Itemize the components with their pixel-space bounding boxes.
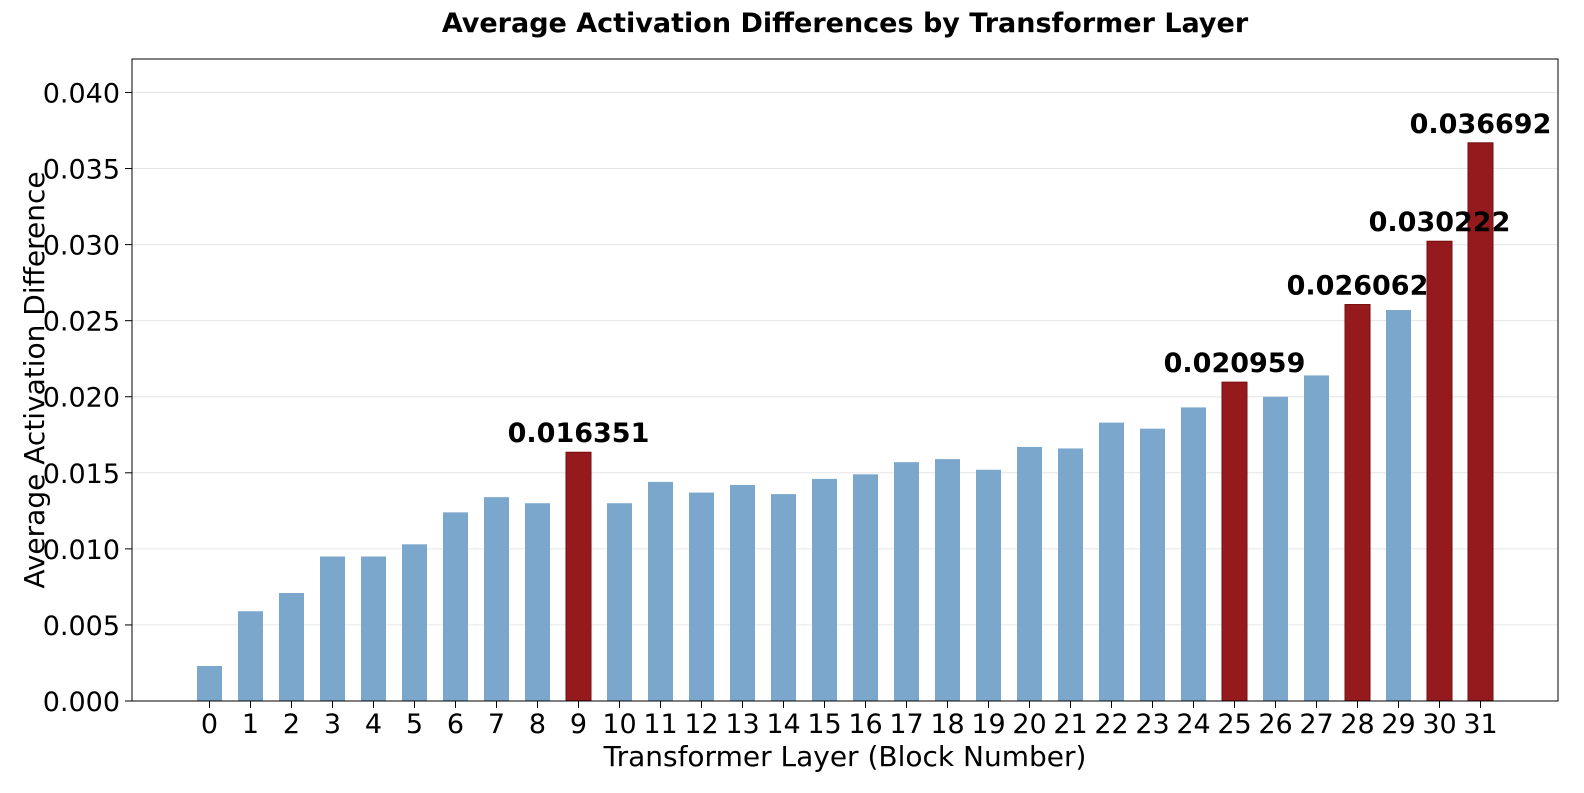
x-tick-label: 26 (1258, 709, 1292, 740)
x-tick-label: 6 (447, 709, 464, 740)
x-tick-label: 14 (766, 709, 800, 740)
x-tick-label: 2 (283, 709, 300, 740)
x-tick-label: 25 (1217, 709, 1251, 740)
data-label: 0.016351 (508, 418, 650, 449)
bar (853, 474, 878, 701)
x-tick-label: 28 (1340, 709, 1374, 740)
bar (484, 497, 509, 701)
data-label: 0.030222 (1369, 207, 1511, 238)
bar (730, 484, 755, 701)
x-axis-label: Transformer Layer (Block Number) (603, 740, 1087, 773)
y-tick-label: 0.000 (43, 687, 120, 718)
bar-highlighted (1467, 142, 1494, 702)
bar-highlighted (1344, 304, 1371, 702)
bar (812, 478, 837, 701)
data-label: 0.026062 (1287, 271, 1429, 302)
chart-title: Average Activation Differences by Transf… (442, 8, 1249, 39)
x-tick-label: 4 (365, 709, 382, 740)
bar (525, 503, 550, 701)
x-tick-label: 8 (529, 709, 546, 740)
x-tick-label: 12 (684, 709, 718, 740)
bar (1058, 448, 1083, 701)
bar (402, 544, 427, 701)
x-tick-label: 24 (1176, 709, 1210, 740)
x-tick-label: 17 (889, 709, 923, 740)
bar (689, 492, 714, 701)
plot-frame (131, 58, 1559, 702)
bar (1099, 422, 1124, 701)
x-tick-label: 27 (1299, 709, 1333, 740)
x-tick-label: 1 (242, 709, 259, 740)
x-tick-label: 20 (1012, 709, 1046, 740)
x-tick-label: 30 (1422, 709, 1456, 740)
bar (197, 666, 222, 701)
x-tick-label: 23 (1135, 709, 1169, 740)
bar (976, 469, 1001, 701)
bar (1386, 310, 1411, 701)
x-tick-label: 10 (602, 709, 636, 740)
x-tick-label: 13 (725, 709, 759, 740)
x-tick-label: 11 (643, 709, 677, 740)
y-tick-label: 0.015 (43, 459, 120, 490)
data-label: 0.036692 (1410, 109, 1552, 140)
x-axis: 0 1 2 3 4 5 6 7 8 9 10 11 12 13 14 15 16 17 18 19 20 21 22 23 24… (201, 701, 1498, 740)
y-tick-label: 0.025 (43, 307, 120, 338)
bar (648, 481, 673, 701)
bar (1181, 407, 1206, 701)
x-tick-label: 31 (1463, 709, 1497, 740)
bar (1304, 375, 1329, 701)
bar-highlighted (565, 451, 592, 702)
bar-highlighted (1221, 381, 1248, 702)
x-tick-label: 16 (848, 709, 882, 740)
x-tick-label: 3 (324, 709, 341, 740)
y-tick-label: 0.010 (43, 535, 120, 566)
x-tick-label: 19 (971, 709, 1005, 740)
y-tick-label: 0.005 (43, 611, 120, 642)
bar (279, 592, 304, 701)
y-tick-label: 0.040 (43, 78, 120, 109)
bar (320, 556, 345, 701)
bar (1263, 396, 1288, 701)
y-tick-label: 0.030 (43, 231, 120, 262)
bar (894, 462, 919, 701)
bar (361, 556, 386, 701)
x-tick-label: 5 (406, 709, 423, 740)
y-tick-label: 0.035 (43, 155, 120, 186)
x-tick-label: 29 (1381, 709, 1415, 740)
bar (1017, 446, 1042, 701)
y-axis-label: Average Activation Difference (18, 171, 51, 588)
bars (197, 142, 1494, 702)
bar (771, 494, 796, 701)
bar (238, 611, 263, 701)
x-tick-label: 0 (201, 709, 218, 740)
bar (1140, 428, 1165, 701)
data-labels: 0.016351 0.020959 0.026062 0.030222 0.036692 (508, 109, 1552, 449)
x-tick-label: 18 (930, 709, 964, 740)
bar (443, 512, 468, 701)
x-tick-label: 7 (488, 709, 505, 740)
gridlines (132, 91, 1558, 626)
bar (607, 503, 632, 701)
bar-highlighted (1426, 240, 1453, 702)
x-tick-label: 15 (807, 709, 841, 740)
x-tick-label: 21 (1053, 709, 1087, 740)
data-label: 0.020959 (1164, 348, 1306, 379)
y-tick-label: 0.020 (43, 383, 120, 414)
x-tick-label: 22 (1094, 709, 1128, 740)
bar (935, 459, 960, 701)
y-axis: 0.000 0.005 0.010 0.015 0.020 0.025 0.030 0.035… (43, 78, 132, 718)
x-tick-label: 9 (570, 709, 587, 740)
